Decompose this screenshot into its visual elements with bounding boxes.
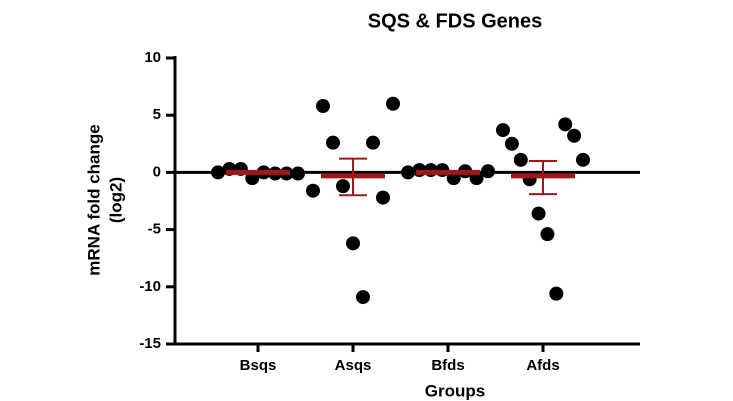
y-tick-label: 10 [144, 49, 161, 66]
x-tick-label: Afds [526, 357, 559, 374]
data-point [316, 99, 330, 114]
y-tick-label: -5 [148, 221, 161, 238]
y-tick-label: -15 [139, 335, 161, 352]
x-tick-label: Bsqs [240, 357, 277, 374]
data-point [567, 128, 582, 143]
data-point [540, 227, 555, 242]
data-point [496, 123, 510, 138]
y-tick-label: -10 [139, 278, 161, 295]
data-point [211, 165, 225, 180]
data-point [366, 135, 380, 150]
data-point [356, 290, 370, 305]
data-point [576, 152, 590, 167]
data-point [549, 286, 564, 301]
chart-title: SQS & FDS Genes [368, 10, 543, 32]
y-tick-label: 5 [153, 106, 161, 123]
y-axis-label: mRNA fold change [84, 124, 103, 275]
y-axis-label: (log2) [106, 177, 125, 223]
data-point [376, 190, 390, 205]
data-point [326, 135, 340, 150]
data-point [336, 179, 350, 194]
data-point [481, 164, 495, 179]
y-tick-label: 0 [153, 163, 161, 180]
x-tick-label: Bfds [431, 357, 464, 374]
data-point [291, 166, 305, 181]
data-point [346, 236, 360, 251]
x-tick-label: Asqs [335, 357, 372, 374]
data-point [513, 152, 528, 167]
data-point [504, 136, 519, 151]
data-point [558, 117, 573, 132]
x-axis-label: Groups [425, 381, 485, 400]
data-point [401, 165, 415, 180]
data-point [306, 183, 320, 198]
data-point [531, 206, 546, 221]
data-point [386, 96, 400, 111]
